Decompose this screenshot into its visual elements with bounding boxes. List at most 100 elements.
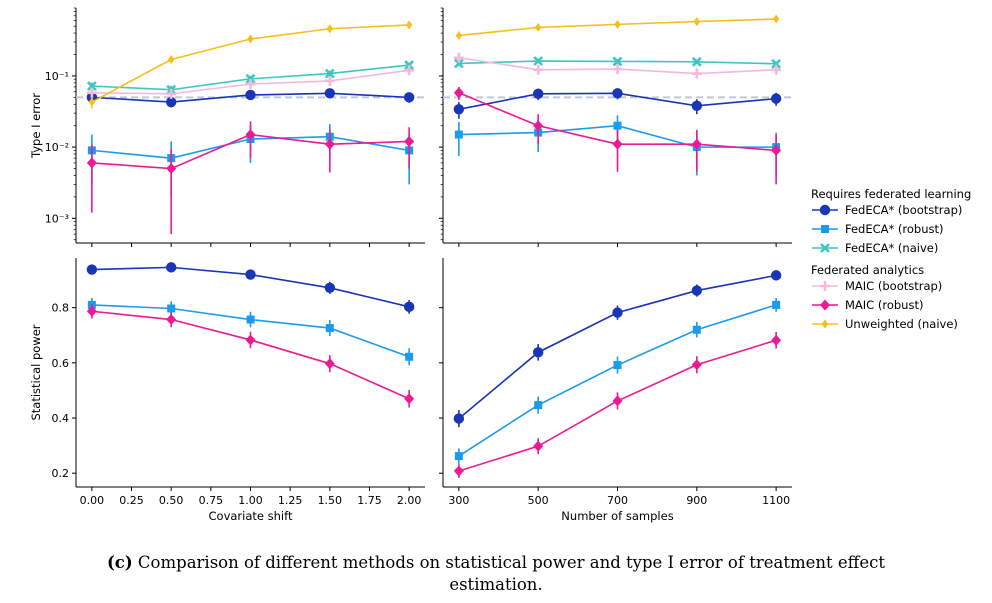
data-point (86, 81, 97, 92)
data-point (613, 121, 622, 130)
data-point (612, 64, 623, 75)
data-point (245, 269, 256, 280)
legend-entry-fedeca-bootstrap: FedECA* (bootstrap) (812, 203, 962, 217)
series-fedeca-bootstrap (86, 262, 415, 314)
data-point (403, 92, 415, 103)
data-point (326, 24, 334, 34)
data-point (404, 65, 415, 76)
legend-label: MAIC (bootstrap) (845, 279, 942, 293)
data-point (324, 75, 335, 86)
data-point (324, 88, 336, 99)
caption-label: (c) (107, 553, 133, 572)
y-tick-label: 0.6 (52, 357, 70, 370)
data-point (86, 264, 98, 275)
x-tick-label: 300 (448, 494, 469, 507)
series-fedeca-robust (454, 298, 781, 464)
series-unweighted-naive (455, 14, 780, 40)
caption-line-1: Comparison of different methods on stati… (137, 553, 885, 572)
data-point (404, 393, 415, 405)
data-point (533, 440, 544, 452)
data-point (534, 22, 542, 32)
x-tick-label: 500 (528, 494, 549, 507)
y-tick-label: 10⁻³ (45, 212, 69, 225)
x-tick-label: 1.75 (357, 494, 382, 507)
data-point (324, 68, 335, 79)
series-maic-robust (86, 304, 415, 408)
legend-marker (820, 299, 830, 311)
caption-line-2: estimation. (449, 575, 543, 594)
data-point (771, 64, 782, 75)
series-maic-bootstrap (453, 52, 782, 79)
data-point (325, 324, 334, 333)
data-point (86, 305, 97, 317)
series-maic-robust (86, 121, 415, 235)
legend-label: FedECA* (robust) (845, 222, 944, 236)
data-point (613, 361, 622, 370)
data-point (691, 56, 702, 67)
legend-group-federated-analytics: Federated analytics (811, 263, 924, 277)
data-point (693, 17, 701, 27)
data-point (453, 58, 464, 69)
series-fedeca-naive (453, 56, 782, 69)
data-point (692, 325, 701, 334)
data-point (612, 395, 623, 407)
data-point (86, 87, 97, 98)
data-point (771, 334, 782, 346)
data-point (454, 130, 463, 139)
legend-marker (820, 243, 830, 253)
series-maic-robust (453, 331, 782, 478)
series-line (458, 304, 777, 457)
data-point (612, 307, 623, 318)
data-point (770, 270, 782, 281)
series-maic-robust (453, 86, 782, 185)
data-point (771, 144, 782, 156)
data-point (691, 100, 703, 112)
data-point (533, 120, 544, 132)
panel-top-right (439, 7, 792, 247)
data-point (532, 347, 544, 358)
y-tick-label: 0.4 (52, 412, 70, 425)
data-point (405, 352, 414, 361)
x-tick-label: 0.25 (119, 494, 144, 507)
y-axis-title: Type I error (29, 93, 43, 159)
series-fedeca-bootstrap (453, 88, 782, 119)
legend-label: FedECA* (bootstrap) (845, 203, 962, 217)
data-point (404, 135, 415, 147)
data-point (165, 262, 177, 273)
data-point (324, 358, 335, 370)
data-point (166, 88, 177, 99)
legend-label: MAIC (robust) (845, 298, 923, 312)
data-point (166, 314, 177, 326)
x-tick-label: 0.00 (80, 494, 105, 507)
x-tick-label: 1100 (762, 494, 790, 507)
data-point (771, 58, 782, 69)
data-point (534, 401, 543, 410)
legend-group-federated-learning: Requires federated learning (811, 187, 971, 201)
y-tick-label: 10⁻² (45, 141, 69, 154)
data-point (405, 20, 413, 30)
y-tick-label: 0.2 (52, 467, 70, 480)
y-axis-title: Statistical power (29, 324, 43, 420)
data-point (245, 79, 256, 90)
data-point (691, 285, 703, 296)
y-tick-label: 0.8 (52, 302, 70, 315)
data-point (453, 104, 465, 115)
series-maic-bootstrap (86, 65, 415, 99)
data-point (612, 88, 623, 99)
data-point (455, 30, 463, 40)
data-point (772, 300, 781, 309)
data-point (770, 93, 782, 104)
data-point (246, 315, 255, 324)
series-unweighted-naive (88, 20, 413, 109)
y-tick-label: 10⁻¹ (45, 70, 69, 83)
data-point (247, 34, 254, 44)
legend-label: Unweighted (naive) (845, 317, 958, 331)
legend-marker (821, 225, 829, 233)
data-point (324, 138, 335, 150)
data-point (324, 282, 336, 293)
panel-bottom-left: 0.00 0.25 0.50 0.75 1.00 1.25 1.50 1.75 2.00 0.2 0… (29, 258, 425, 523)
x-tick-label: 1.25 (278, 494, 303, 507)
